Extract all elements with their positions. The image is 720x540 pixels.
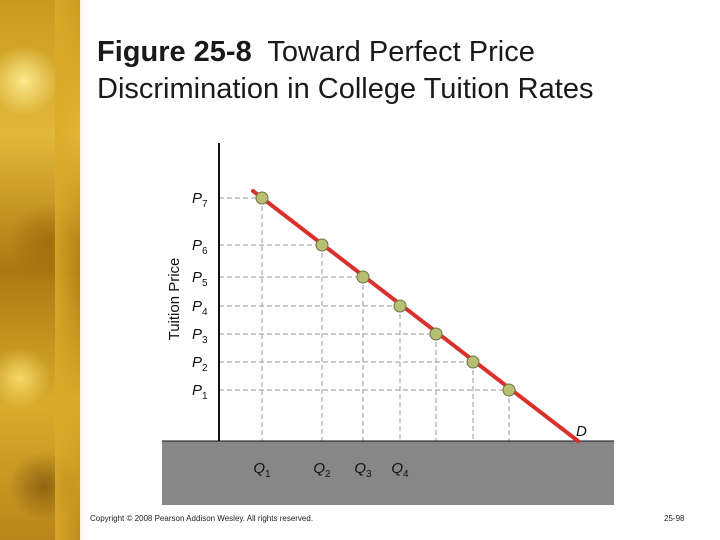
price-label-6: P6	[192, 237, 208, 257]
price-label-2-subscript: 2	[202, 363, 208, 374]
quantity-label-2-subscript: 2	[325, 469, 331, 480]
price-label-7-subscript: 7	[202, 199, 208, 210]
quantity-label-4-subscript: 4	[403, 469, 409, 480]
tuition-point	[429, 327, 443, 341]
tuition-points	[255, 191, 516, 397]
quantity-label-2-letter: Q	[313, 460, 325, 477]
quantity-label-1-subscript: 1	[265, 469, 271, 480]
figure-title-text: Toward Perfect Price Discrimination in C…	[97, 36, 594, 105]
quantity-label-3: Q3	[354, 460, 372, 480]
decorative-side-fade	[55, 0, 85, 540]
price-label-4-subscript: 4	[202, 307, 208, 318]
price-label-5-subscript: 5	[202, 278, 208, 289]
quantity-labels: Q1 Q2 Q3 Q4	[253, 460, 409, 480]
price-label-5: P5	[192, 269, 208, 289]
guide-lines	[219, 197, 510, 441]
quantity-label-1: Q1	[253, 460, 271, 480]
price-label-3-letter: P	[192, 326, 202, 343]
price-label-6-subscript: 6	[202, 246, 208, 257]
quantity-label-4-letter: Q	[391, 460, 403, 477]
price-label-4-letter: P	[192, 298, 202, 315]
tuition-point	[393, 299, 407, 313]
price-label-1-subscript: 1	[202, 391, 208, 402]
price-label-7-letter: P	[192, 190, 202, 207]
tuition-point	[315, 238, 329, 252]
slide-number: 25-98	[664, 514, 685, 523]
price-label-3: P3	[192, 326, 208, 346]
slide-title: Figure 25-8 Toward Perfect Price Discrim…	[97, 34, 697, 108]
quantity-label-3-subscript: 3	[366, 469, 372, 480]
demand-label: D	[576, 423, 587, 440]
quantity-label-4: Q4	[391, 460, 409, 480]
figure-number: Figure 25-8	[97, 36, 252, 68]
demand-curve	[251, 189, 580, 443]
tuition-point	[255, 191, 269, 205]
price-label-5-letter: P	[192, 269, 202, 286]
price-label-3-subscript: 3	[202, 335, 208, 346]
price-label-2: P2	[192, 354, 208, 374]
price-label-1-letter: P	[192, 382, 202, 399]
price-label-6-letter: P	[192, 237, 202, 254]
quantity-label-3-letter: Q	[354, 460, 366, 477]
tuition-point	[502, 383, 516, 397]
quantity-label-1-letter: Q	[253, 460, 265, 477]
y-axis-label: Tuition Price	[166, 258, 183, 341]
copyright-notice: Copyright © 2008 Pearson Addison Wesley.…	[90, 514, 314, 523]
tuition-point	[356, 270, 370, 284]
tuition-point	[466, 355, 480, 369]
ground-band	[162, 441, 614, 505]
quantity-label-2: Q2	[313, 460, 331, 480]
price-label-7: P7	[192, 190, 208, 210]
price-label-1: P1	[192, 382, 208, 402]
price-label-2-letter: P	[192, 354, 202, 371]
price-label-4: P4	[192, 298, 208, 318]
